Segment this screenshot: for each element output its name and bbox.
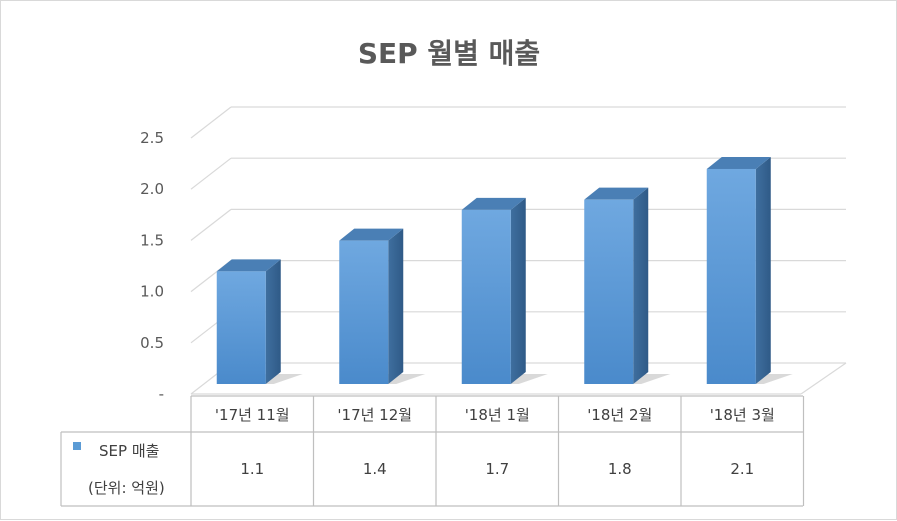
bar-side: [510, 197, 526, 384]
bar-top: [339, 228, 404, 241]
gridline-side: [190, 208, 232, 241]
bar: [706, 168, 756, 384]
floor-edge-right: [800, 362, 847, 395]
data-label: 1.8: [608, 460, 632, 478]
x-category-label: '18년 3월: [710, 406, 775, 424]
x-category-label: '18년 2월: [587, 406, 652, 424]
gridlines: [190, 106, 847, 395]
bar-side: [265, 259, 281, 384]
y-tick-label: 2.5: [140, 129, 164, 147]
x-category-label: '17년 12월: [337, 406, 412, 424]
bar: [584, 199, 634, 384]
bars: [216, 156, 793, 384]
bar-top: [216, 259, 281, 272]
data-label: 1.7: [485, 460, 509, 478]
unit-note: (단위: 억원): [88, 479, 165, 497]
legend-key: [73, 442, 81, 450]
bar: [461, 209, 511, 384]
x-category-label: '18년 1월: [465, 406, 530, 424]
y-tick-label: 0.5: [140, 334, 164, 352]
y-axis-ticks: - 0.5 1.0 1.5 2.0 2.5: [140, 129, 164, 403]
bar-top: [584, 187, 649, 200]
bar-top: [461, 197, 526, 210]
data-label: 2.1: [730, 460, 754, 478]
y-tick-label: 1.0: [140, 283, 164, 301]
y-tick-label: 1.5: [140, 231, 164, 249]
gridline-side: [190, 106, 232, 139]
y-tick-label: 2.0: [140, 180, 164, 198]
bar-side: [388, 228, 404, 384]
data-label: 1.4: [363, 460, 387, 478]
x-category-label: '17년 11월: [215, 406, 290, 424]
bar: [216, 271, 266, 384]
y-tick-label: -: [159, 385, 164, 403]
bar-side: [633, 187, 649, 384]
data-table: '17년 11월 '17년 12월 '18년 1월 '18년 2월 '18년 3월 1.1…: [60, 395, 805, 507]
gridline-side: [190, 157, 232, 190]
data-label: 1.1: [240, 460, 264, 478]
bar-side: [755, 156, 771, 384]
legend-label: SEP 매출: [99, 442, 159, 460]
bar-top: [706, 156, 771, 169]
chart-title: SEP 월별 매출: [358, 37, 540, 70]
bar: [339, 240, 389, 384]
